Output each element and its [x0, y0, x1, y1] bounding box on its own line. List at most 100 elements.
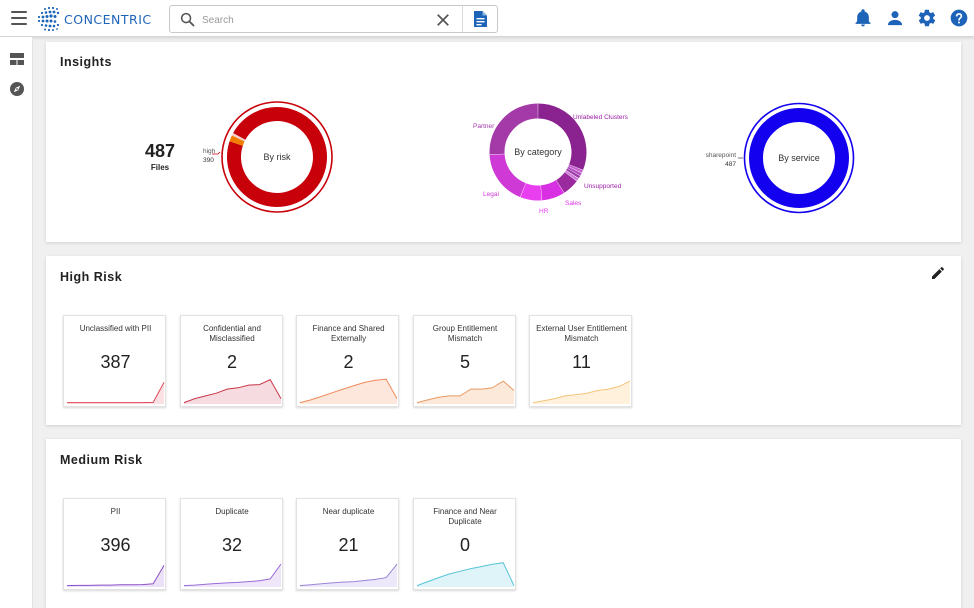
tile-label: Near duplicate [322, 507, 375, 516]
medium-risk-tile-finance-and-near-duplicate[interactable]: Finance and Near Duplicate 0 [412, 498, 516, 590]
tile-label: Confidential and Misclassified [203, 324, 261, 343]
high-risk-tile-external-user-entitlement-mismatch[interactable]: External User Entitlement Mismatch 11 [529, 315, 632, 407]
sparkline-line [299, 563, 398, 587]
medium-risk-tile-pii[interactable]: PII 396 [63, 498, 166, 590]
category-label-hr: HR [539, 208, 549, 215]
by-category-segments [489, 103, 587, 201]
by-service-callout-name: sharepoint [706, 152, 737, 159]
by-risk-callout-name: high [203, 148, 216, 155]
by-risk-segment-low[interactable] [231, 133, 246, 142]
tile-label: Finance and Near Duplicate [433, 507, 497, 526]
tile-value: 11 [572, 352, 591, 372]
tile-sparkline [299, 563, 398, 587]
tile-sparkline [66, 565, 165, 587]
medium-risk-title: Medium Risk [60, 453, 143, 467]
tile-value: 387 [100, 352, 131, 372]
document-button[interactable] [462, 6, 498, 32]
side-nav [0, 37, 33, 608]
insights-title: Insights [60, 55, 112, 69]
tile-value: 2 [226, 352, 237, 372]
help-icon[interactable] [949, 8, 969, 28]
tile-sparkline [416, 562, 514, 587]
tile-label: Duplicate [215, 507, 249, 516]
menu-icon[interactable] [11, 11, 27, 25]
by-category-segment-legal[interactable] [489, 153, 526, 198]
by-category-segment-slice-4[interactable] [564, 170, 579, 181]
tile-sparkline [67, 382, 165, 404]
by-category-segment-unlabeled-clusters[interactable] [537, 103, 587, 170]
medium-risk-tile-near-duplicate[interactable]: Near duplicate 21 [296, 498, 399, 590]
by-risk-donut-chart[interactable]: high 390 By risk [196, 101, 346, 222]
by-category-segment-partner[interactable] [489, 103, 539, 155]
by-risk-segment-high[interactable] [227, 107, 327, 207]
by-service-donut-chart[interactable]: sharepoint 487 By service [701, 102, 861, 222]
high-risk-tile-confidential-and-misclassified[interactable]: Confidential and Misclassified 2 [179, 315, 283, 407]
by-risk-segment-medium[interactable] [229, 135, 245, 146]
by-category-segment-slice-2[interactable] [567, 166, 582, 176]
high-risk-tile-finance-and-shared-externally[interactable]: Finance and Shared Externally 2 [296, 315, 399, 407]
person-icon[interactable] [885, 8, 905, 28]
sparkline-line [416, 562, 514, 587]
gear-icon[interactable] [917, 8, 937, 28]
tile-label: Group Entitlement Mismatch [432, 324, 498, 343]
sparkline-line [183, 379, 281, 404]
logo[interactable]: CONCENTRIC [36, 5, 152, 33]
sparkline-area [533, 381, 630, 404]
category-label-unsupported: Unsupported [584, 183, 622, 190]
sparkline-area [183, 564, 281, 587]
close-icon[interactable] [434, 11, 452, 29]
document-icon [474, 11, 487, 27]
by-category-donut-chart[interactable]: By category Unlabeled Clusters Unsupport… [461, 102, 631, 222]
by-risk-center-label: By risk [264, 152, 292, 162]
total-files-count: 487 [144, 141, 176, 161]
bell-icon[interactable] [853, 8, 873, 28]
by-category-segment-slice-1[interactable] [568, 164, 583, 173]
by-category-segment-unsupported[interactable] [555, 171, 577, 193]
tile-value: 5 [459, 352, 470, 372]
tile-sparkline [299, 378, 398, 404]
by-category-segment-sales[interactable] [540, 180, 564, 201]
total-files-label: Files [150, 163, 170, 172]
tile-value: 0 [459, 535, 470, 555]
sparkline-area [300, 379, 397, 404]
search-icon[interactable] [179, 11, 196, 28]
sparkline-area [183, 379, 281, 404]
tile-label: Finance and Shared Externally [312, 324, 385, 343]
compass-icon[interactable] [9, 81, 25, 97]
by-risk-segment-other[interactable] [233, 107, 278, 141]
by-category-segment-hr[interactable] [520, 183, 542, 201]
medium-risk-tile-duplicate[interactable]: Duplicate 32 [179, 498, 283, 590]
tile-value: 32 [221, 535, 243, 555]
category-label-sales: Sales [565, 200, 582, 207]
by-risk-outer-ring [221, 101, 333, 213]
high-risk-tile-unclassified-with-pii[interactable]: Unclassified with PII 387 [63, 315, 166, 407]
tile-label: External User Entitlement Mismatch [536, 324, 627, 343]
tile-label: PII [110, 507, 121, 516]
dashboard-icon[interactable] [9, 51, 25, 67]
sparkline-area [300, 564, 397, 587]
high-risk-tile-group-entitlement-mismatch[interactable]: Group Entitlement Mismatch 5 [412, 315, 516, 407]
tile-sparkline [183, 379, 281, 404]
sparkline-line [532, 380, 631, 404]
sparkline-area [416, 562, 514, 587]
category-label-unlabeled-clusters: Unlabeled Clusters [573, 114, 629, 121]
by-service-outer-ring [743, 102, 855, 214]
search-box [169, 5, 498, 33]
search-input[interactable] [202, 11, 427, 29]
sparkline-line [416, 380, 514, 404]
sparkline-line [183, 563, 281, 587]
logo-text: CONCENTRIC [64, 11, 152, 27]
tile-sparkline [532, 380, 631, 404]
insights-card: Insights 487 Files high 390 By risk By c… [46, 42, 961, 242]
by-service-center-label: By service [778, 153, 820, 163]
sparkline-area [67, 382, 164, 404]
tile-sparkline [183, 563, 281, 587]
by-category-segment-slice-3[interactable] [566, 168, 581, 179]
by-risk-callout-value: 390 [203, 157, 214, 164]
tile-value: 396 [100, 535, 131, 555]
high-risk-card: High Risk Unclassified with PII 387 Confid… [46, 256, 961, 425]
by-risk-segments [227, 107, 327, 207]
pencil-icon[interactable] [930, 265, 946, 281]
category-label-legal: Legal [483, 191, 499, 198]
medium-risk-card: Medium Risk PII 396 Duplicate 32 Near duplic… [46, 439, 961, 608]
